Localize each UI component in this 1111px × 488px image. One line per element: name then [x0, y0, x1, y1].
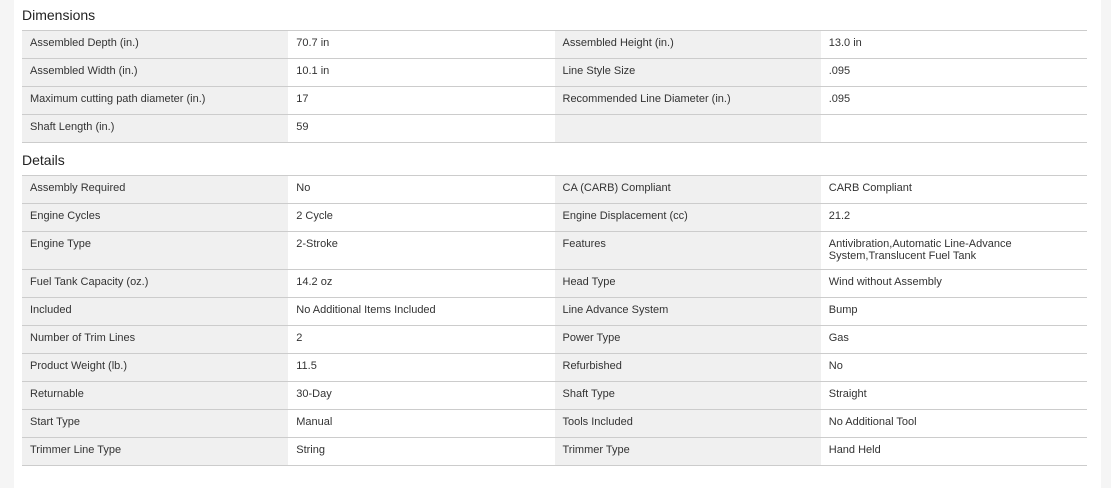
spec-value: Straight	[820, 381, 1087, 410]
spec-value: 14.2 oz	[288, 269, 555, 298]
spec-label: Line Style Size	[554, 58, 821, 87]
spec-value: CARB Compliant	[820, 175, 1087, 204]
spec-value: 13.0 in	[820, 30, 1087, 59]
spec-value: 70.7 in	[288, 30, 555, 59]
section-title: Dimensions	[22, 7, 96, 23]
table-row: Assembly Required No CA (CARB) Compliant CA…	[22, 175, 1087, 204]
table-row: Returnable 30-Day Shaft Type Straight	[22, 381, 1087, 410]
right-gutter	[1101, 0, 1111, 488]
spec-value: 21.2	[820, 203, 1087, 232]
table-row: Fuel Tank Capacity (oz.) 14.2 oz Head Type…	[22, 269, 1087, 298]
spec-label: Assembled Depth (in.)	[22, 30, 289, 59]
spec-value: Gas	[820, 325, 1087, 354]
spec-label: Assembled Width (in.)	[22, 58, 289, 87]
spec-value: Wind without Assembly	[820, 269, 1087, 298]
spec-label: CA (CARB) Compliant	[554, 175, 821, 204]
spec-label: Assembled Height (in.)	[554, 30, 821, 59]
spec-value: No	[288, 175, 555, 204]
spec-label: Tools Included	[554, 409, 821, 438]
spec-value: 2	[288, 325, 555, 354]
spec-value: 11.5	[288, 353, 555, 382]
section-title: Details	[22, 152, 65, 168]
table-row: Assembled Depth (in.) 70.7 in Assembled He…	[22, 30, 1087, 59]
spec-label: Power Type	[554, 325, 821, 354]
spec-value	[820, 114, 1087, 143]
spec-label: Refurbished	[554, 353, 821, 382]
spec-label: Engine Cycles	[22, 203, 289, 232]
spec-label: Recommended Line Diameter (in.)	[554, 86, 821, 115]
table-row: Engine Type 2-Stroke Features Antivibration…	[22, 231, 1087, 270]
table-row: Number of Trim Lines 2 Power Type Gas	[22, 325, 1087, 354]
spec-value: 2-Stroke	[288, 231, 555, 270]
spec-value: No Additional Tool	[820, 409, 1087, 438]
table-row: Engine Cycles 2 Cycle Engine Displacement …	[22, 203, 1087, 232]
table-row: Maximum cutting path diameter (in.) 17 Rec…	[22, 86, 1087, 115]
details-table: Assembly Required No CA (CARB) Compliant CA…	[22, 175, 1087, 466]
spec-label: Engine Displacement (cc)	[554, 203, 821, 232]
spec-label	[554, 114, 821, 143]
spec-label: Assembly Required	[22, 175, 289, 204]
spec-value: .095	[820, 86, 1087, 115]
spec-label: Trimmer Type	[554, 437, 821, 466]
spec-label: Engine Type	[22, 231, 289, 270]
spec-label: Line Advance System	[554, 297, 821, 326]
spec-value: 10.1 in	[288, 58, 555, 87]
spec-label: Features	[554, 231, 821, 270]
table-row: Trimmer Line Type String Trimmer Type Hand …	[22, 437, 1087, 466]
spec-value: Antivibration,Automatic Line-Advance Sys…	[820, 231, 1087, 270]
spec-label: Product Weight (lb.)	[22, 353, 289, 382]
spec-label: Trimmer Line Type	[22, 437, 289, 466]
table-row: Included No Additional Items Included Line…	[22, 297, 1087, 326]
spec-label: Returnable	[22, 381, 289, 410]
spec-value: 59	[288, 114, 555, 143]
table-row: Start Type Manual Tools Included No Additio…	[22, 409, 1087, 438]
spec-value: No	[820, 353, 1087, 382]
spec-value: Hand Held	[820, 437, 1087, 466]
specifications-panel: Dimensions Assembled Depth (in.) 70.7 in As…	[22, 0, 1087, 466]
table-row: Product Weight (lb.) 11.5 Refurbished No	[22, 353, 1087, 382]
spec-value: Manual	[288, 409, 555, 438]
spec-value: 17	[288, 86, 555, 115]
spec-value: Bump	[820, 297, 1087, 326]
spec-value: String	[288, 437, 555, 466]
spec-value: 2 Cycle	[288, 203, 555, 232]
dimensions-table: Assembled Depth (in.) 70.7 in Assembled He…	[22, 30, 1087, 143]
spec-label: Shaft Length (in.)	[22, 114, 289, 143]
spec-value: No Additional Items Included	[288, 297, 555, 326]
spec-label: Maximum cutting path diameter (in.)	[22, 86, 289, 115]
spec-value: 30-Day	[288, 381, 555, 410]
spec-label: Number of Trim Lines	[22, 325, 289, 354]
table-row: Shaft Length (in.) 59	[22, 114, 1087, 143]
spec-label: Head Type	[554, 269, 821, 298]
spec-label: Shaft Type	[554, 381, 821, 410]
left-gutter	[0, 0, 14, 488]
spec-value: .095	[820, 58, 1087, 87]
spec-label: Fuel Tank Capacity (oz.)	[22, 269, 289, 298]
spec-label: Included	[22, 297, 289, 326]
spec-label: Start Type	[22, 409, 289, 438]
table-row: Assembled Width (in.) 10.1 in Line Style S…	[22, 58, 1087, 87]
